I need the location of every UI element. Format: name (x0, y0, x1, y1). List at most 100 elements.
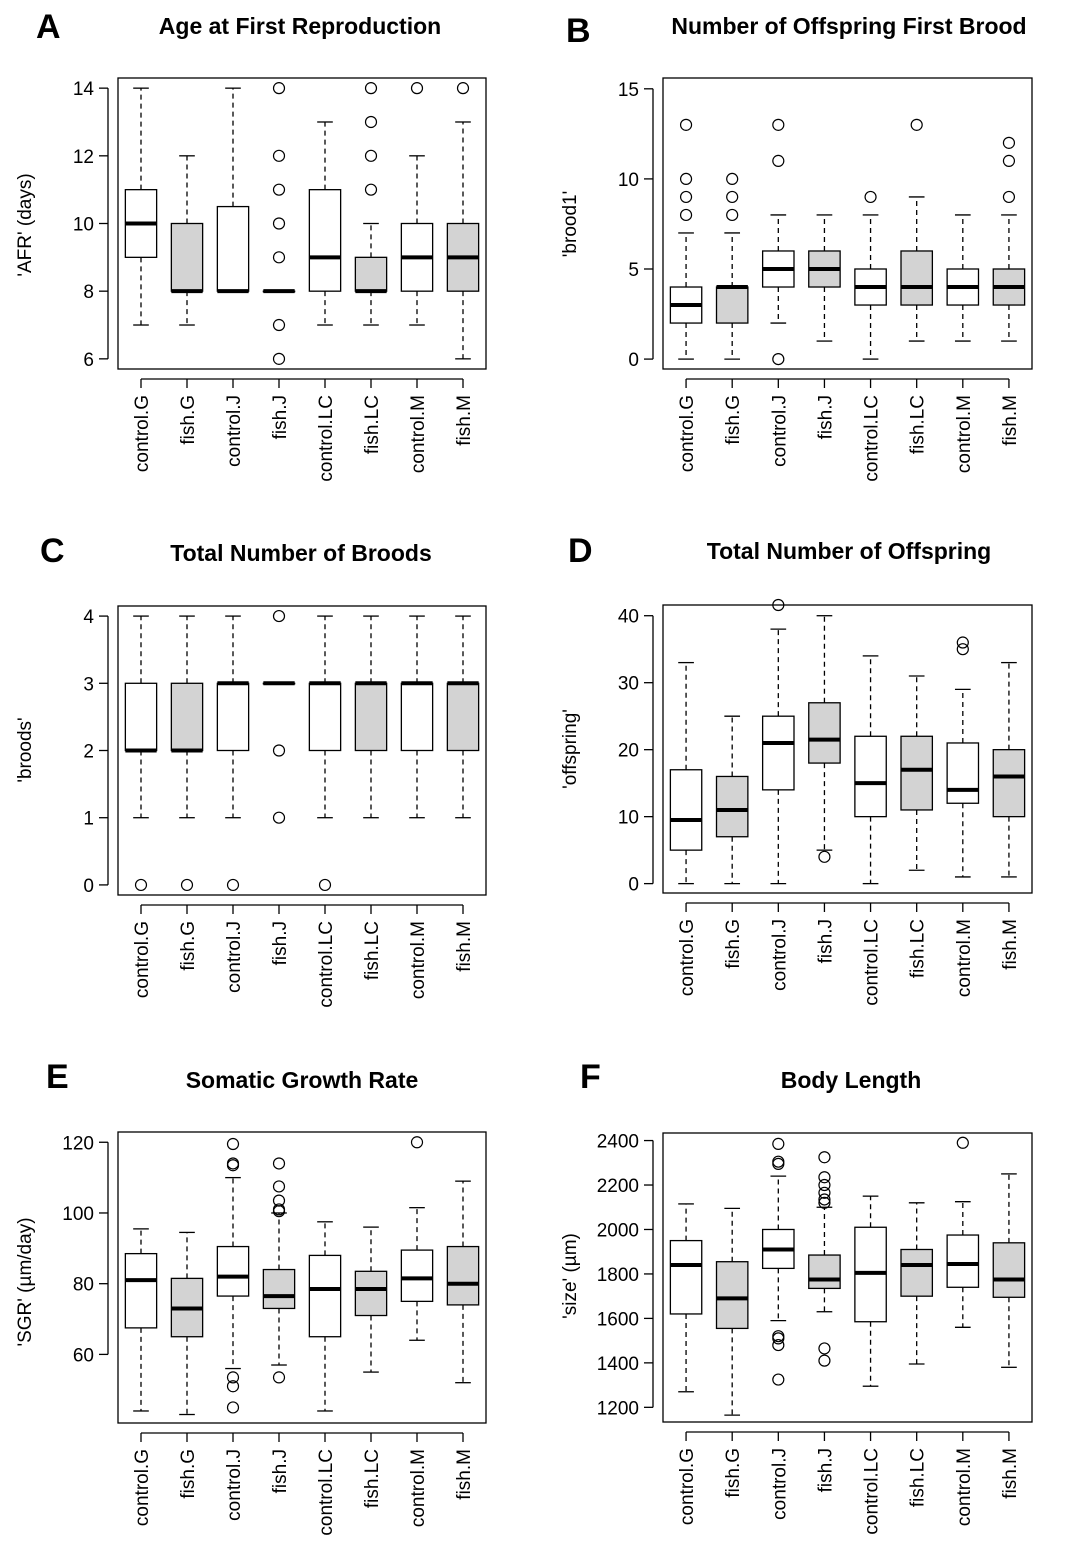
box-fish.M (992, 136, 1026, 342)
iqr-box (669, 1239, 703, 1315)
y-tick-label: 10 (73, 215, 94, 236)
y-tick-label: 0 (83, 876, 94, 897)
box-fish.J (808, 214, 841, 342)
x-tick-label: fish.J (815, 919, 836, 963)
box-fish.M (446, 1180, 480, 1384)
y-tick-label: 1200 (597, 1398, 639, 1419)
outlier-point (272, 609, 286, 623)
box-control.M (946, 1136, 980, 1328)
box-fish.G (715, 715, 749, 885)
panel-letter: A (36, 8, 61, 46)
box-control.M (400, 615, 434, 819)
outlier-point (818, 1151, 831, 1164)
plot-area: 6 8 10 12 14 control.G fish.G control.J fish.J co… (73, 77, 487, 482)
y-tick-label: 2400 (597, 1132, 639, 1153)
y-tick-label: 0 (628, 875, 639, 896)
box-fish.G (170, 615, 204, 892)
iqr-box (446, 682, 480, 752)
y-tick-label: 6 (83, 350, 94, 371)
box-fish.LC (900, 675, 934, 871)
x-tick-label: control.G (677, 395, 698, 472)
iqr-box (308, 1254, 342, 1338)
box-control.J (216, 615, 250, 892)
iqr-box (308, 682, 342, 752)
outlier-point (726, 172, 739, 186)
y-tick-label: 2200 (597, 1176, 639, 1197)
panel-a: A Age at First Reproduction 'AFR' (days)… (15, 8, 487, 482)
outlier-point (772, 352, 785, 366)
panel-letter: B (566, 12, 591, 50)
box-fish.M (446, 615, 480, 819)
y-tick-label: 8 (83, 282, 94, 303)
outlier-point (226, 1401, 240, 1414)
outlier-point (772, 1338, 785, 1352)
box-control.J (761, 598, 795, 885)
box-fish.J (808, 1151, 841, 1367)
outlier-point (956, 1136, 969, 1149)
outlier-point (818, 850, 831, 863)
iqr-box (808, 1254, 841, 1290)
chart-title: Number of Offspring First Brood (671, 13, 1026, 39)
box-fish.J (262, 609, 296, 824)
outlier-point (818, 1178, 831, 1192)
outlier-point (772, 154, 785, 167)
outlier-point (318, 878, 332, 892)
chart-title: Somatic Growth Rate (186, 1067, 419, 1093)
y-tick-label: 1400 (597, 1354, 639, 1375)
iqr-box (992, 749, 1026, 818)
plot-area: 0 1 2 3 4 control.G fish.G control.J fish.J contr… (83, 605, 487, 1008)
panel-d: D Total Number of Offspring 'offspring' … (560, 532, 1033, 1006)
y-axis-label: 'offspring' (560, 709, 581, 789)
panel-c: C Total Number of Broods 'broods' 0 1 2 3 4 c… (15, 532, 487, 1008)
chart-title: Body Length (781, 1067, 922, 1093)
outlier-point (772, 1330, 785, 1343)
x-tick-label: fish.J (270, 395, 291, 439)
outlier-point (272, 1180, 286, 1193)
y-axis-label: 'size' (µm) (560, 1233, 581, 1319)
iqr-box (900, 250, 934, 306)
box-control.G (124, 1228, 158, 1412)
x-tick-label: fish.G (723, 395, 744, 445)
outlier-point (956, 643, 969, 656)
outlier-point (272, 251, 286, 264)
outlier-point (364, 115, 378, 129)
x-tick-label: control.LC (316, 395, 337, 482)
x-tick-label: fish.G (723, 919, 744, 969)
outlier-point (180, 878, 194, 892)
box-control.M (400, 1136, 434, 1341)
box-fish.M (992, 1173, 1026, 1368)
iqr-box (262, 1268, 296, 1310)
x-tick-label: control.M (954, 919, 975, 997)
outlier-point (226, 1157, 240, 1170)
x-tick-label: fish.M (454, 921, 475, 972)
box-control.G (124, 87, 158, 326)
box-control.G (124, 615, 158, 892)
x-tick-label: fish.M (1000, 919, 1021, 970)
y-tick-label: 14 (73, 79, 95, 100)
panel-e: E Somatic Growth Rate 'SGR' (µm/day) 60 8… (15, 1058, 487, 1536)
box-control.J (761, 1137, 795, 1386)
outlier-point (679, 118, 693, 131)
x-tick-label: control.LC (316, 921, 337, 1008)
y-tick-label: 2 (83, 742, 94, 763)
outlier-point (772, 1137, 785, 1150)
panel-letter: D (568, 532, 593, 570)
x-tick-label: control.G (132, 921, 153, 998)
box-fish.G (170, 155, 204, 326)
iqr-box (216, 1245, 250, 1297)
outlier-point (134, 878, 148, 892)
plot-area: 1200 1400 1600 1800 2000 2200 2400 control.G fis… (597, 1132, 1033, 1535)
iqr-box (354, 682, 388, 752)
y-tick-label: 15 (618, 80, 639, 101)
outlier-point (1002, 190, 1016, 204)
x-tick-label: fish.LC (362, 395, 383, 454)
x-tick-label: fish.J (815, 1448, 836, 1492)
outlier-point (864, 190, 877, 204)
iqr-box (854, 735, 887, 818)
y-tick-label: 80 (73, 1275, 94, 1296)
outlier-point (679, 190, 693, 204)
iqr-box (216, 682, 250, 752)
outlier-point (272, 217, 286, 230)
x-tick-label: fish.J (270, 921, 291, 965)
plot-frame (117, 1131, 487, 1424)
